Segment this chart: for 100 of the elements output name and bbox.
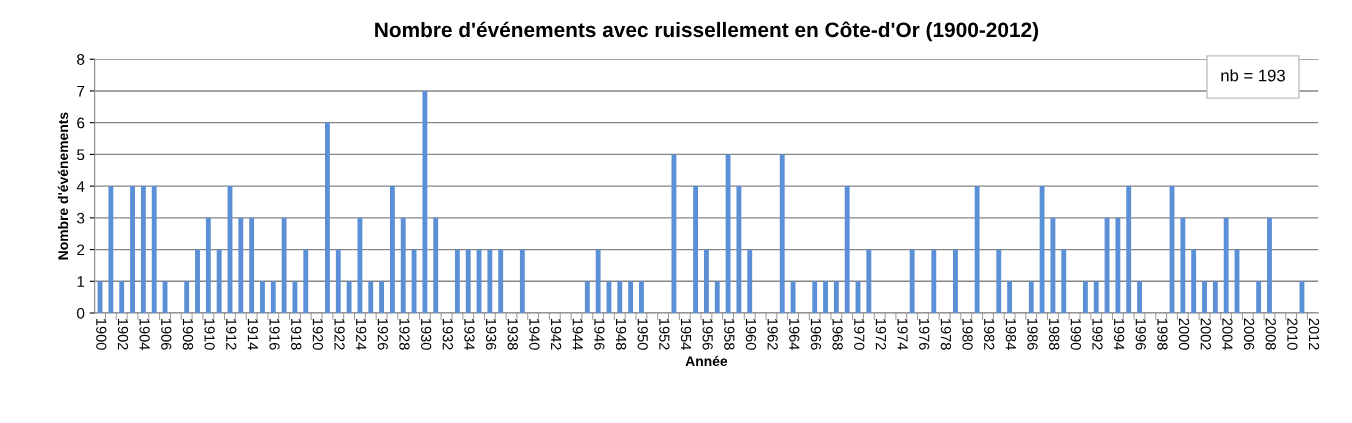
x-tick-label: 1960 [745, 318, 757, 350]
bar [703, 249, 709, 314]
chart-title: Nombre d'événements avec ruissellement en Côte-d'Or (1900-2012) [375, 21, 1039, 42]
y-tick-label: 7 [77, 85, 85, 97]
x-tick-label: 1904 [139, 318, 150, 350]
bar [1180, 217, 1186, 314]
y-tick-label: 0 [77, 307, 85, 319]
bar [260, 281, 265, 314]
x-tick-label: 1912 [226, 318, 237, 350]
bar [519, 249, 525, 314]
x-tick-label: 1974 [897, 318, 908, 350]
x-tick-label: 1914 [247, 318, 259, 350]
bar [1267, 217, 1272, 314]
x-tick-label: 1988 [1049, 318, 1060, 350]
y-tick-label: 2 [77, 244, 85, 256]
bar [833, 281, 839, 314]
bar [184, 281, 190, 314]
bar [454, 249, 460, 314]
bar [909, 249, 915, 314]
bar [823, 281, 828, 314]
bar [812, 281, 818, 314]
bar [617, 281, 623, 314]
bar [1223, 217, 1229, 314]
y-tick-label: 1 [77, 276, 85, 287]
x-tick-label: 1976 [919, 318, 930, 350]
annotation: nb = 193 [1221, 69, 1285, 82]
x-tick-label: 1956 [702, 318, 713, 350]
x-tick-label: 1930 [420, 318, 432, 350]
bar [747, 249, 753, 314]
x-tick-label: 1970 [854, 318, 865, 350]
x-tick-label: 1990 [1070, 318, 1081, 350]
bar [1212, 281, 1218, 314]
bar [357, 217, 363, 314]
y-tick-label: 8 [77, 54, 85, 65]
x-tick-label: 1932 [442, 318, 453, 350]
bar [487, 249, 493, 314]
bar [1061, 249, 1067, 314]
x-tick-label: 1978 [940, 318, 952, 350]
bar [1202, 281, 1207, 314]
bar [151, 186, 157, 314]
bar [736, 186, 742, 314]
bar [270, 281, 276, 314]
bar [216, 249, 222, 314]
x-tick-label: 1968 [832, 318, 843, 350]
x-tick-label: 1954 [680, 318, 692, 350]
x-tick-label: 1982 [984, 318, 995, 350]
x-tick-label: 1918 [291, 318, 302, 350]
x-tick-label: 1962 [767, 318, 778, 350]
x-tick-label: 1900 [96, 318, 107, 350]
bar [400, 217, 406, 314]
x-tick-label: 1924 [356, 318, 367, 350]
x-tick-label: 1906 [161, 318, 172, 350]
x-tick-label: 1980 [962, 318, 973, 350]
bar [595, 249, 601, 314]
bar [996, 249, 1002, 314]
y-tick-label: 3 [77, 212, 85, 224]
y-tick-label: 6 [77, 117, 85, 129]
bar [303, 249, 309, 314]
bar [1082, 281, 1088, 314]
bar [953, 249, 958, 314]
bar [1050, 217, 1056, 314]
x-tick-label: 1910 [204, 318, 215, 350]
x-tick-label: 1972 [875, 318, 887, 350]
x-tick-label: 1958 [724, 318, 735, 350]
bar [422, 90, 428, 314]
bar [628, 281, 634, 314]
x-tick-label: 1994 [1113, 318, 1125, 350]
bar [639, 281, 644, 314]
bar [671, 154, 677, 314]
y-tick-label: 5 [77, 149, 85, 161]
x-tick-label: 1934 [464, 318, 475, 350]
x-tick-label: 1964 [789, 318, 800, 350]
x-tick-label: 1928 [399, 318, 410, 350]
x-tick-label: 1916 [269, 318, 280, 350]
bar [249, 217, 255, 314]
bar [844, 186, 850, 314]
x-tick-label: 1942 [550, 318, 562, 350]
bar [931, 249, 937, 314]
x-tick-label: 1950 [637, 318, 648, 350]
bar [140, 186, 146, 314]
bar [195, 249, 200, 314]
bar [205, 217, 211, 314]
x-tick-label: 2000 [1178, 318, 1190, 350]
x-tick-label: 1946 [594, 318, 605, 350]
x-tick-label: 1926 [377, 318, 388, 350]
bar [974, 186, 980, 314]
bar [693, 186, 699, 314]
x-tick-label: 1952 [659, 318, 670, 350]
x-tick-label: 1938 [507, 318, 518, 350]
x-tick-label: 1936 [485, 318, 497, 350]
x-tick-label: 1998 [1157, 318, 1168, 350]
x-tick-label: 1984 [1005, 318, 1017, 350]
bar [411, 249, 417, 314]
x-tick-label: 2006 [1243, 318, 1255, 350]
x-tick-label: 1944 [572, 318, 583, 350]
bar [368, 281, 374, 314]
bar [281, 217, 287, 314]
x-tick-label: 2010 [1287, 318, 1298, 350]
bar [1115, 217, 1121, 314]
bar [238, 217, 244, 314]
